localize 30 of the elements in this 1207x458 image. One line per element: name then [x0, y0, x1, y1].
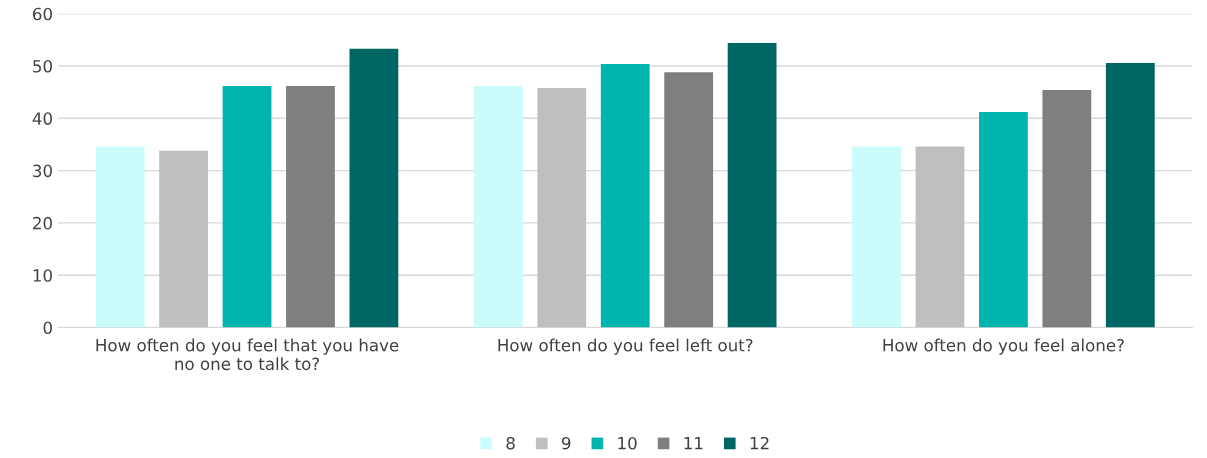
bar	[979, 112, 1028, 328]
legend-label: 10	[618, 436, 637, 450]
bar	[537, 87, 587, 328]
legend-label: 12	[750, 436, 769, 450]
x-tick-label: How often do you feel alone?	[883, 338, 1124, 355]
bar	[727, 43, 777, 328]
legend-label: 8	[506, 436, 515, 450]
bar	[664, 72, 714, 328]
x-tick-label: How often do you feel left out?	[498, 338, 753, 355]
bar	[852, 146, 901, 328]
y-tick-label: 60	[33, 7, 52, 21]
y-tick-label: 40	[32, 112, 52, 125]
bar	[1042, 90, 1092, 328]
y-tick-label: 10	[33, 269, 52, 282]
y-tick-label: 0	[43, 321, 52, 335]
y-tick-label: 50	[33, 59, 52, 73]
bar	[1105, 62, 1155, 328]
legend-label: 11	[684, 437, 703, 450]
bar	[286, 85, 335, 328]
bar	[159, 150, 208, 328]
bar	[473, 85, 523, 328]
legend-label: 9	[561, 436, 571, 450]
bar	[600, 63, 650, 328]
y-tick-label: 20	[33, 216, 52, 230]
x-tick-label: How often do you feel that you have no one to talk to?	[96, 338, 399, 371]
bar	[95, 146, 145, 328]
bar	[222, 85, 272, 328]
bar	[915, 146, 965, 328]
y-tick-label: 30	[33, 164, 52, 178]
bar	[349, 48, 399, 328]
